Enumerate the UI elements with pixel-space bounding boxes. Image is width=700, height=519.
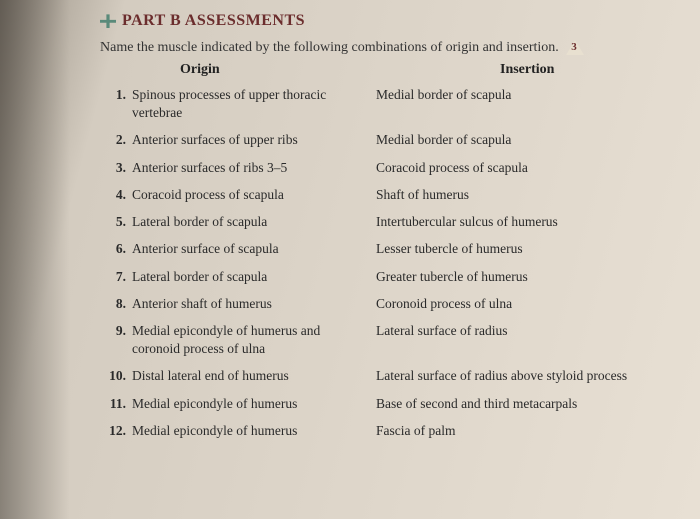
row-number: 3. xyxy=(100,159,132,177)
table-row: 7.Lateral border of scapulaGreater tuber… xyxy=(100,268,660,286)
table-row: 3.Anterior surfaces of ribs 3–5Coracoid … xyxy=(100,159,660,177)
row-number: 2. xyxy=(100,131,132,149)
row-number: 1. xyxy=(100,86,132,122)
table-row: 4.Coracoid process of scapulaShaft of hu… xyxy=(100,186,660,204)
origin-cell: Spinous processes of upper thoracic vert… xyxy=(132,86,376,122)
origin-cell: Medial epicondyle of humerus xyxy=(132,422,376,440)
origin-cell: Medial epicondyle of humerus and coronoi… xyxy=(132,322,376,358)
row-number: 5. xyxy=(100,213,132,231)
insertion-cell: Fascia of palm xyxy=(376,422,660,440)
triangle-icon: 3 xyxy=(566,40,584,55)
table-row: 12.Medial epicondyle of humerusFascia of… xyxy=(100,422,660,440)
insertion-cell: Medial border of scapula xyxy=(376,131,660,149)
insertion-cell: Intertubercular sulcus of humerus xyxy=(376,213,660,231)
origin-cell: Anterior surface of scapula xyxy=(132,240,376,258)
table-row: 2.Anterior surfaces of upper ribsMedial … xyxy=(100,131,660,149)
table-row: 8.Anterior shaft of humerusCoronoid proc… xyxy=(100,295,660,313)
section-header: PART B ASSESSMENTS xyxy=(100,12,660,30)
row-number: 7. xyxy=(100,268,132,286)
insertion-cell: Lateral surface of radius xyxy=(376,322,660,358)
insertion-cell: Lateral surface of radius above styloid … xyxy=(376,367,660,385)
row-number: 8. xyxy=(100,295,132,313)
table-row: 1.Spinous processes of upper thoracic ve… xyxy=(100,86,660,122)
origin-cell: Anterior shaft of humerus xyxy=(132,295,376,313)
insertion-cell: Base of second and third metacarpals xyxy=(376,395,660,413)
row-number: 6. xyxy=(100,240,132,258)
origin-cell: Coracoid process of scapula xyxy=(132,186,376,204)
table-row: 11.Medial epicondyle of humerusBase of s… xyxy=(100,395,660,413)
instruction-line: Name the muscle indicated by the followi… xyxy=(100,40,660,56)
table-row: 10.Distal lateral end of humerusLateral … xyxy=(100,367,660,385)
origin-cell: Anterior surfaces of upper ribs xyxy=(132,131,376,149)
table-row: 5.Lateral border of scapulaIntertubercul… xyxy=(100,213,660,231)
header-text: PART B ASSESSMENTS xyxy=(122,12,305,29)
origin-cell: Distal lateral end of humerus xyxy=(132,367,376,385)
instruction-text: Name the muscle indicated by the followi… xyxy=(100,40,559,55)
origin-cell: Medial epicondyle of humerus xyxy=(132,395,376,413)
insertion-cell: Shaft of humerus xyxy=(376,186,660,204)
row-number: 12. xyxy=(100,422,132,440)
header-icon xyxy=(100,14,116,28)
insertion-cell: Coracoid process of scapula xyxy=(376,159,660,177)
rows-container: 1.Spinous processes of upper thoracic ve… xyxy=(100,86,660,440)
origin-cell: Lateral border of scapula xyxy=(132,213,376,231)
row-number: 9. xyxy=(100,322,132,358)
table-row: 9.Medial epicondyle of humerus and coron… xyxy=(100,322,660,358)
insertion-cell: Coronoid process of ulna xyxy=(376,295,660,313)
column-headers: Origin Insertion xyxy=(100,62,660,78)
origin-cell: Lateral border of scapula xyxy=(132,268,376,286)
triangle-number: 3 xyxy=(571,41,577,53)
row-number: 4. xyxy=(100,186,132,204)
insertion-column-header: Insertion xyxy=(460,62,660,78)
row-number: 11. xyxy=(100,395,132,413)
origin-cell: Anterior surfaces of ribs 3–5 xyxy=(132,159,376,177)
row-number: 10. xyxy=(100,367,132,385)
page-content: PART B ASSESSMENTS Name the muscle indic… xyxy=(0,0,700,459)
origin-column-header: Origin xyxy=(100,62,460,78)
insertion-cell: Lesser tubercle of humerus xyxy=(376,240,660,258)
table-row: 6.Anterior surface of scapulaLesser tube… xyxy=(100,240,660,258)
insertion-cell: Greater tubercle of humerus xyxy=(376,268,660,286)
insertion-cell: Medial border of scapula xyxy=(376,86,660,122)
